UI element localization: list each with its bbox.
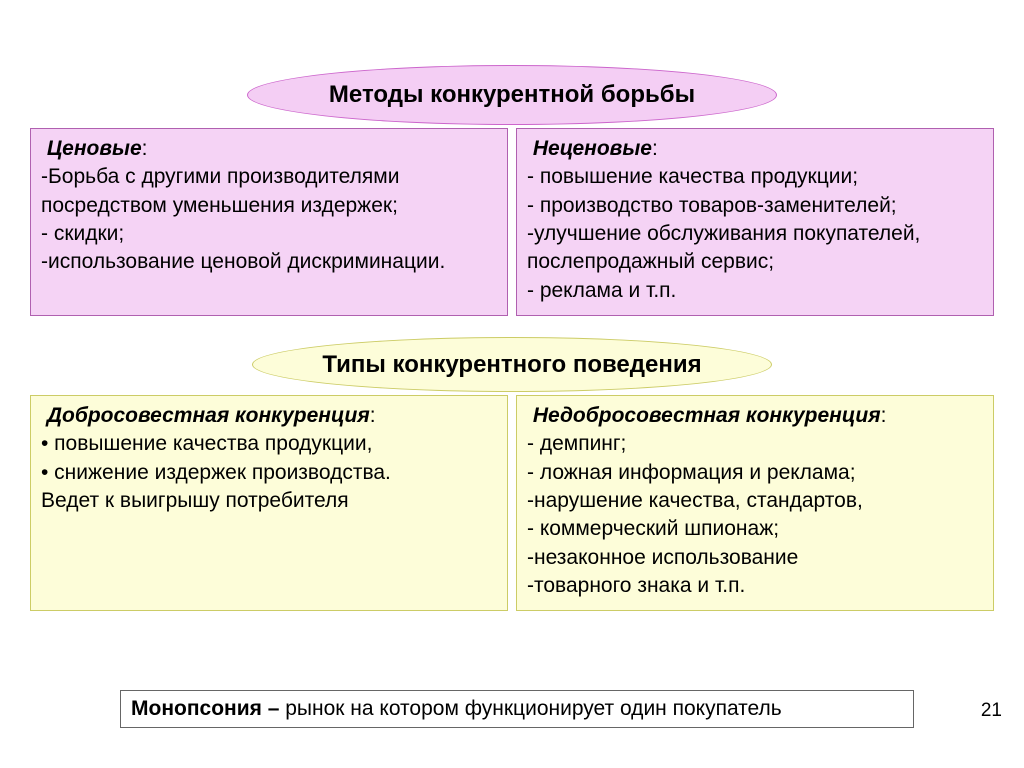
section1-left-content: Ценовые: -Борьба с другими производителя… [41,135,497,277]
section2-header-oval: Типы конкурентного поведения [252,337,772,392]
footer-box: Монопсония – рынок на котором функционир… [120,690,914,728]
section2-right-content: Недобросовестная конкуренция: - демпинг;… [527,402,983,600]
section1-right-box: Неценовые: - повышение качества продукци… [516,128,994,316]
footer-text: рынок на котором функционирует один поку… [285,697,782,720]
section2-left-items: • повышение качества продукции, • снижен… [41,430,497,515]
section2-row: Добросовестная конкуренция: • повышение … [30,395,994,611]
section1-right-content: Неценовые: - повышение качества продукци… [527,135,983,305]
section1-right-title: Неценовые [533,137,652,160]
section1-left-box: Ценовые: -Борьба с другими производителя… [30,128,508,316]
section2-header-text: Типы конкурентного поведения [322,351,701,379]
section2-left-box: Добросовестная конкуренция: • повышение … [30,395,508,611]
section2-right-box: Недобросовестная конкуренция: - демпинг;… [516,395,994,611]
section2-left-content: Добросовестная конкуренция: • повышение … [41,402,497,515]
section1-left-items: -Борьба с другими производителями посред… [41,163,497,276]
section1-left-title: Ценовые [47,137,142,160]
slide: Методы конкурентной борьбы Ценовые: -Бор… [0,0,1024,768]
section2-right-title: Недобросовестная конкуренция [533,404,881,427]
section1-header-text: Методы конкурентной борьбы [329,81,695,109]
section1-header-oval: Методы конкурентной борьбы [247,65,777,125]
section2-left-title: Добросовестная конкуренция [47,404,370,427]
footer-term: Монопсония – [131,697,285,720]
section2-right-items: - демпинг; - ложная информация и реклама… [527,430,983,600]
section1-row: Ценовые: -Борьба с другими производителя… [30,128,994,316]
section1-right-items: - повышение качества продукции; - произв… [527,163,983,305]
page-number: 21 [981,700,1002,722]
